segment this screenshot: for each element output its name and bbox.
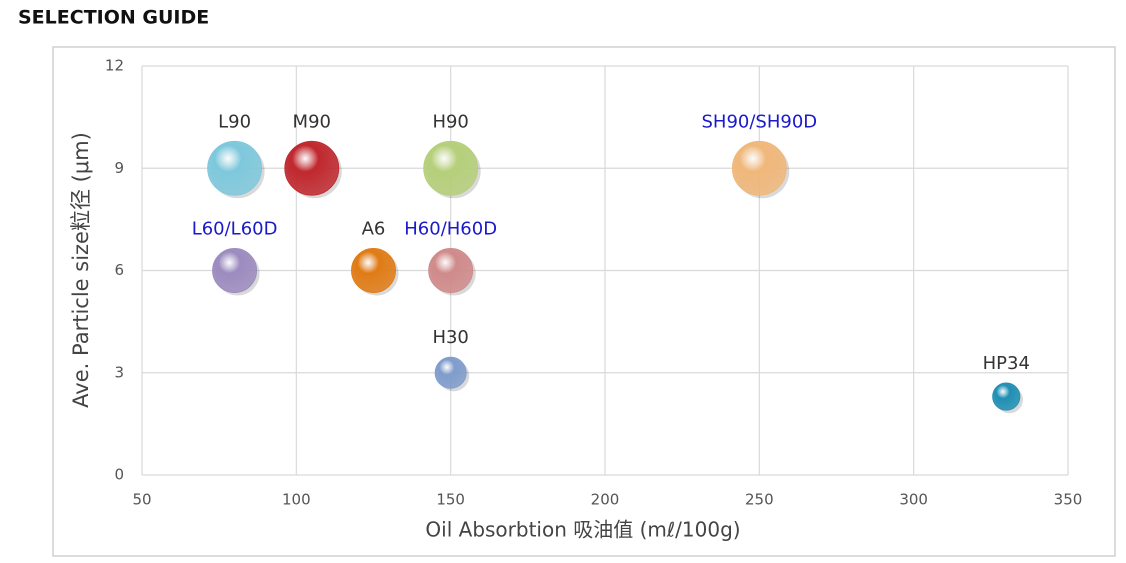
x-tick-label: 250: [745, 491, 774, 509]
bubble-label: L90: [218, 111, 251, 132]
bubble-label: H30: [432, 327, 468, 348]
x-tick-label: 100: [282, 491, 311, 509]
bubble: [351, 248, 396, 293]
y-tick-label: 6: [114, 261, 124, 279]
chart-frame: [52, 46, 1116, 557]
bubble-label: HP34: [983, 353, 1030, 374]
bubble: [992, 382, 1021, 411]
bubble: [284, 140, 340, 196]
y-axis-label: Ave. Particle size粒径 (μm): [69, 132, 93, 408]
bubble: [212, 248, 258, 293]
bubble: [423, 140, 479, 196]
y-tick-label: 0: [114, 466, 124, 484]
bubble-label: H60/H60D: [404, 218, 497, 239]
bubble: [428, 248, 474, 293]
bubble-label: L60/L60D: [192, 218, 278, 239]
bubble-label: M90: [293, 111, 331, 132]
bubble: [207, 140, 263, 196]
bubble: [731, 140, 787, 196]
chart-title: SELECTION GUIDE: [18, 7, 209, 29]
x-axis-label: Oil Absorbtion 吸油值 (mℓ/100g): [425, 518, 740, 542]
x-tick-label: 350: [1054, 491, 1083, 509]
x-tick-label: 50: [132, 491, 151, 509]
bubble-label: A6: [362, 218, 386, 239]
y-tick-label: 9: [114, 159, 124, 177]
y-tick-label: 12: [105, 57, 124, 75]
bubble: [434, 356, 467, 389]
x-tick-label: 200: [591, 491, 620, 509]
y-tick-label: 3: [114, 363, 124, 381]
bubble-label: SH90/SH90D: [702, 111, 818, 132]
x-tick-label: 150: [436, 491, 465, 509]
x-tick-label: 300: [899, 491, 928, 509]
bubble-label: H90: [432, 111, 468, 132]
